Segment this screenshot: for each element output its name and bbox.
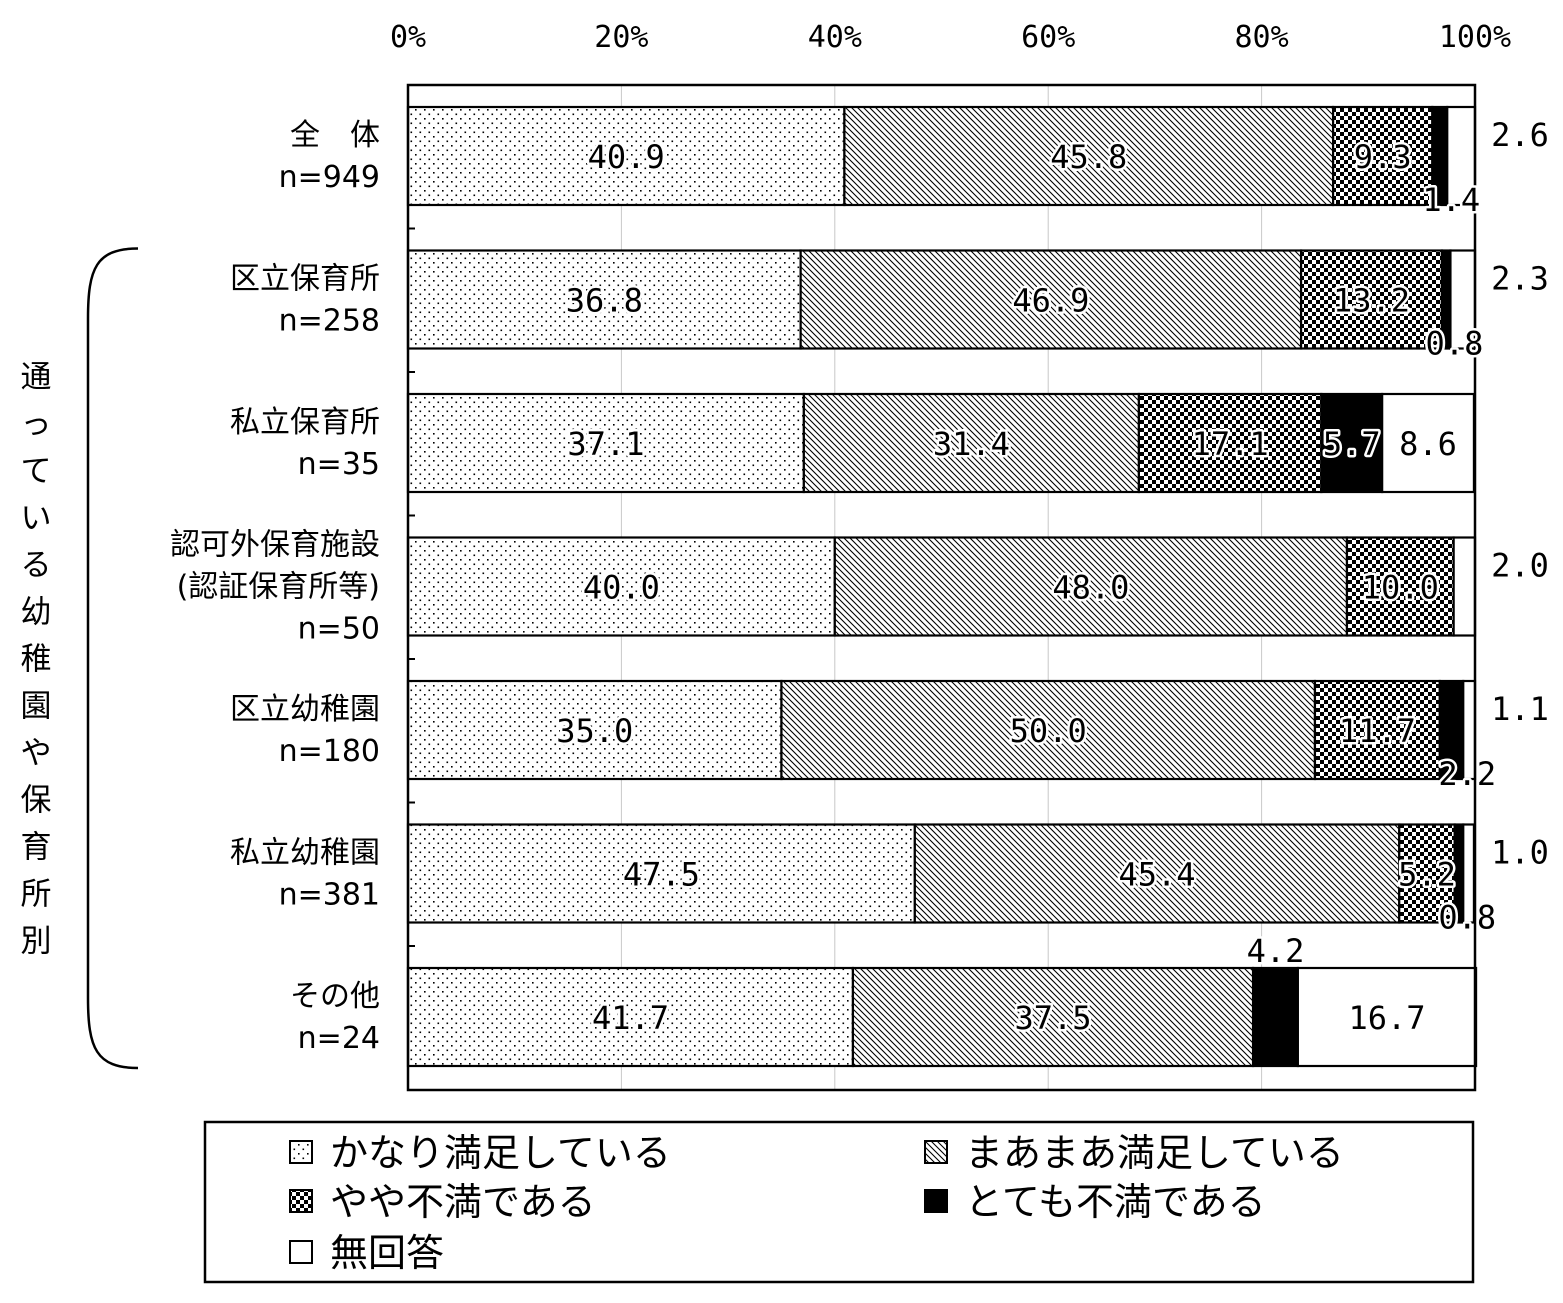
bar-segment: [406, 105, 846, 207]
data-label: 37.5: [1014, 999, 1091, 1037]
legend-label: 無回答: [330, 1231, 444, 1275]
data-label: 0.8: [1438, 899, 1496, 937]
plot-border: [406, 83, 1477, 1092]
bar-segment: [1320, 392, 1384, 494]
data-label: 40.9: [588, 138, 665, 176]
legend-swatch: [289, 1140, 313, 1164]
x-tick-label: 20%: [594, 20, 648, 55]
category-label: その他 n=24: [290, 979, 380, 1056]
side-group-label: 通っている幼稚園や保育所別: [21, 247, 139, 1070]
data-label: 37.1: [567, 425, 644, 463]
category-label: 私立幼稚園 n=381: [230, 836, 380, 913]
data-label: 36.8: [566, 282, 643, 320]
bar-segment: [851, 966, 1255, 1068]
data-label: 5.2: [1398, 856, 1456, 894]
legend-label: かなり満足している: [330, 1131, 671, 1175]
bar-segment: [1452, 536, 1477, 637]
data-label: 4.2: [1247, 932, 1305, 970]
bar-segment: [406, 966, 855, 1068]
plot-frame: [406, 83, 1477, 1092]
data-label: 40.0: [583, 569, 660, 607]
data-label: 1.0: [1491, 834, 1549, 872]
bar-segment: [913, 823, 1401, 924]
legend-box: [203, 1120, 1475, 1284]
category-label: 区立幼稚園 n=180: [230, 692, 380, 769]
data-label: 8.6: [1399, 425, 1457, 463]
category-label: 全 体 n=949: [279, 118, 380, 195]
x-tick-label: 0%: [390, 20, 426, 55]
data-label: 9.3: [1354, 138, 1412, 176]
legend-swatch: [924, 1189, 948, 1213]
bar-segment: [406, 823, 916, 924]
data-label: 17.1: [1192, 425, 1269, 463]
data-label: 10.0: [1362, 569, 1439, 607]
data-label: 1.1: [1491, 690, 1549, 728]
legend-label: まあまあ満足している: [965, 1131, 1344, 1175]
bar-segment: [1446, 105, 1477, 207]
data-label: 0.8: [1426, 325, 1484, 363]
x-tick-label: 60%: [1021, 20, 1075, 55]
legend-label: やや不満である: [330, 1180, 596, 1224]
bar-segment: [1137, 392, 1323, 494]
data-label: 45.8: [1050, 138, 1127, 176]
data-label: 11.7: [1339, 712, 1416, 750]
data-label: 13.2: [1333, 282, 1410, 320]
data-label: 46.9: [1012, 282, 1089, 320]
bar-segment: [1449, 249, 1477, 350]
bar-segment: [799, 249, 1303, 350]
bar-segment: [1296, 966, 1478, 1068]
data-label: 31.4: [933, 425, 1010, 463]
bar-segment: [833, 536, 1349, 637]
x-tick-label: 40%: [808, 20, 862, 55]
data-label: 45.4: [1119, 856, 1196, 894]
bar-segments: [406, 105, 1478, 1068]
bar-segment: [1331, 105, 1434, 207]
legend-swatch: [289, 1240, 313, 1264]
data-label: 2.0: [1491, 547, 1549, 585]
bar-segment: [1251, 966, 1299, 1068]
data-label: 41.7: [592, 999, 669, 1037]
category-label: 認可外保育施設(認証保育所等) n=50: [170, 528, 380, 647]
x-tick-label: 100%: [1439, 20, 1511, 55]
data-labels: 40.9 45.8 9.31.42.636.8 46.9 13.20.82.337.1 3…: [554, 114, 1552, 1040]
bar-segment: [780, 679, 1317, 781]
data-label: 2.6: [1491, 116, 1549, 154]
bar-segment: [843, 105, 1335, 207]
data-label: 35.0: [556, 712, 633, 750]
group-bracket: [86, 247, 139, 1070]
category-label: 区立保育所 n=258: [230, 262, 380, 339]
legend-swatch: [289, 1189, 313, 1213]
legend-label: とても不満である: [965, 1180, 1266, 1224]
data-label: 50.0: [1010, 712, 1087, 750]
x-tick-label: 80%: [1235, 20, 1289, 55]
category-label: 私立保育所 n=35: [230, 405, 380, 482]
data-label: 48.0: [1052, 569, 1129, 607]
data-label: 2.2: [1438, 755, 1496, 793]
data-label: 16.7: [1348, 999, 1425, 1037]
data-label: 47.5: [623, 856, 700, 894]
legend-swatch: [924, 1140, 948, 1164]
data-label: 1.4: [1422, 181, 1480, 219]
bar-segment: [1313, 679, 1441, 781]
bar-segment: [406, 249, 802, 350]
bar-segment: [1398, 823, 1456, 924]
side-label: 通っている幼稚園や保育所別: [21, 359, 52, 959]
bar-segment: [1345, 536, 1455, 637]
category-labels: 全 体 n=949 区立保育所 n=258 私立保育所 n=35 認可外保育施設(認証保育所…: [170, 118, 380, 1056]
x-axis-tick-labels: 0% 20% 40% 60% 80% 100%: [390, 20, 1511, 55]
bar-segment: [802, 392, 1140, 494]
bar-segment: [406, 679, 783, 781]
data-label: 2.3: [1491, 260, 1549, 298]
data-label: 5.7: [1323, 425, 1381, 463]
